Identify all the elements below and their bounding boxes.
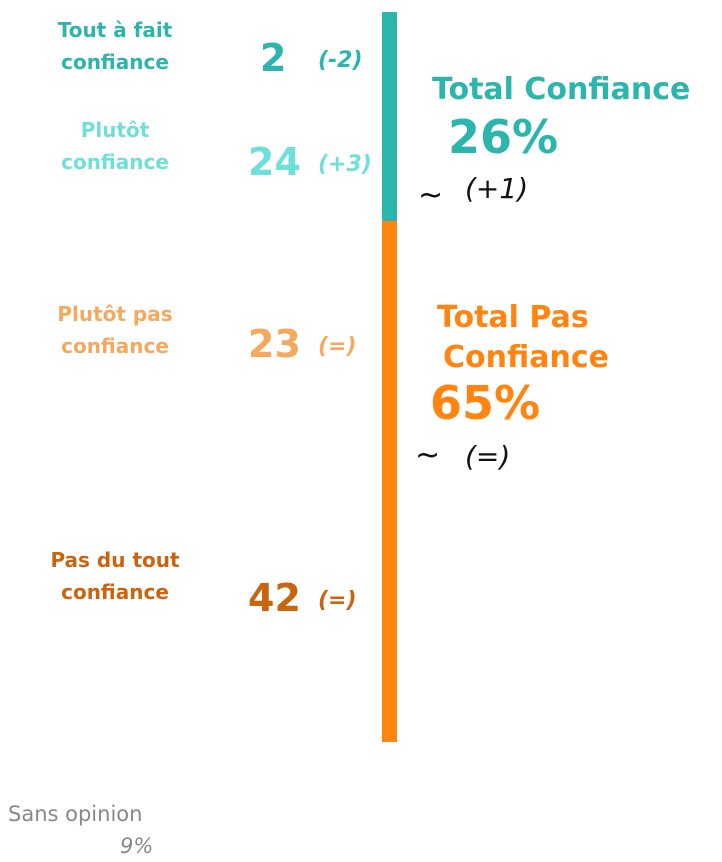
- item-label: Plutôt: [80, 118, 150, 142]
- total-bar-segment: [382, 12, 397, 221]
- trend-symbol: ~: [415, 438, 441, 473]
- total-change: (=): [465, 440, 511, 473]
- total-value: 65%: [430, 376, 541, 430]
- item-value: 2: [260, 36, 287, 80]
- item-label: confiance: [61, 580, 169, 604]
- item-value: 23: [248, 322, 301, 366]
- total-title: Confiance: [443, 340, 609, 375]
- item-change: (=): [318, 334, 357, 359]
- item-label: confiance: [61, 150, 169, 174]
- item-change: (=): [318, 588, 357, 613]
- total-title: Total Pas: [437, 300, 589, 335]
- total-bar-segment: [382, 220, 397, 742]
- trend-symbol: ~: [418, 178, 444, 213]
- total-change: (+1): [465, 172, 529, 205]
- item-value: 42: [248, 576, 301, 620]
- item-change: (-2): [318, 48, 363, 73]
- total-value: 26%: [448, 110, 559, 164]
- no-opinion-value: 9%: [120, 834, 154, 858]
- item-label: Plutôt pas: [57, 302, 173, 326]
- no-opinion-label: Sans opinion: [8, 802, 143, 826]
- item-label: Pas du tout: [50, 548, 180, 572]
- item-change: (+3): [318, 152, 372, 177]
- item-label: confiance: [61, 334, 169, 358]
- total-title: Total Confiance: [432, 72, 691, 107]
- item-label: Tout à fait: [57, 18, 173, 42]
- item-label: confiance: [61, 50, 169, 74]
- item-value: 24: [248, 140, 301, 184]
